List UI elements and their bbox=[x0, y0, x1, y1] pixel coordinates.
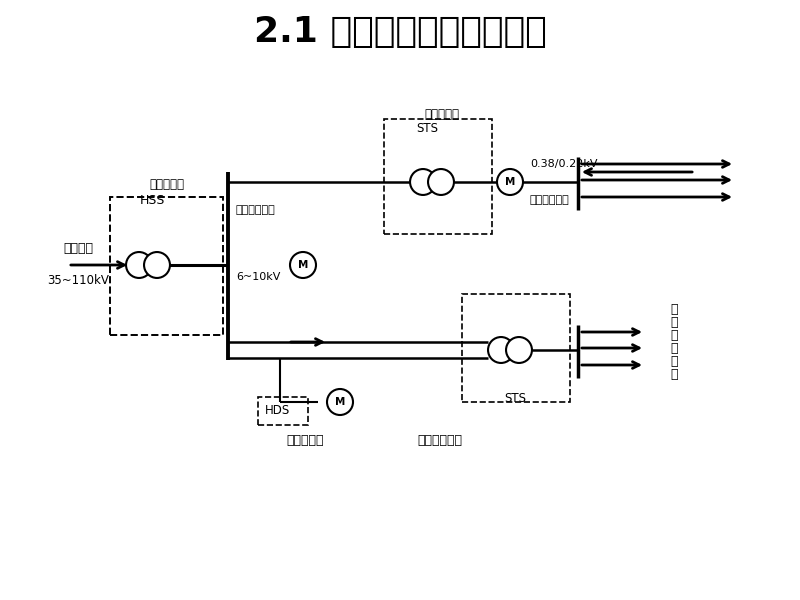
Circle shape bbox=[497, 169, 523, 195]
Text: 低压配电线路: 低压配电线路 bbox=[530, 195, 570, 205]
Bar bbox=[110, 197, 223, 335]
Circle shape bbox=[126, 252, 152, 278]
Text: 低
压
用
电
设
备: 低 压 用 电 设 备 bbox=[670, 303, 678, 381]
Text: 车间变电所: 车间变电所 bbox=[425, 107, 459, 121]
Text: 35~110kV: 35~110kV bbox=[47, 275, 109, 287]
Circle shape bbox=[410, 169, 436, 195]
Bar bbox=[384, 119, 492, 234]
Text: 高压配电所: 高压配电所 bbox=[286, 433, 324, 446]
Text: 0.38/0.22kV: 0.38/0.22kV bbox=[530, 159, 598, 169]
Text: M: M bbox=[298, 260, 308, 270]
Text: 供电电源: 供电电源 bbox=[63, 242, 93, 256]
Text: STS: STS bbox=[504, 391, 526, 404]
Text: 总降变电所: 总降变电所 bbox=[150, 179, 185, 191]
Text: 高压用电设备: 高压用电设备 bbox=[418, 433, 462, 446]
Text: M: M bbox=[505, 177, 515, 187]
Circle shape bbox=[327, 389, 353, 415]
Bar bbox=[462, 294, 570, 402]
Text: STS: STS bbox=[416, 122, 438, 136]
Circle shape bbox=[506, 337, 532, 363]
Text: HSS: HSS bbox=[139, 193, 165, 206]
Circle shape bbox=[428, 169, 454, 195]
Text: HDS: HDS bbox=[266, 403, 290, 416]
Text: 6~10kV: 6~10kV bbox=[236, 272, 280, 282]
Text: M: M bbox=[335, 397, 345, 407]
Text: 高压配电线路: 高压配电线路 bbox=[236, 205, 276, 215]
Circle shape bbox=[488, 337, 514, 363]
Circle shape bbox=[144, 252, 170, 278]
Text: 2.1 负荷计算的内容和目的: 2.1 负荷计算的内容和目的 bbox=[254, 15, 546, 49]
Circle shape bbox=[290, 252, 316, 278]
Bar bbox=[258, 397, 308, 425]
